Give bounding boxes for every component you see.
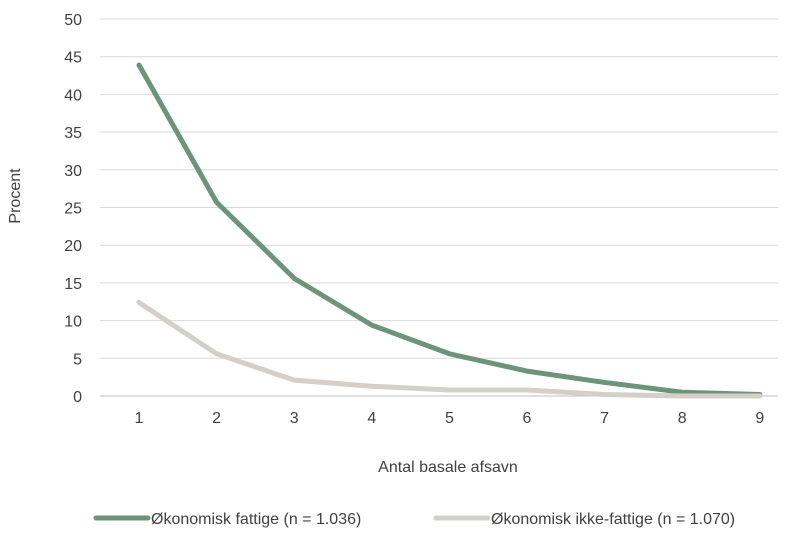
x-tick-label: 8: [678, 410, 687, 427]
y-tick-label: 40: [64, 87, 82, 104]
x-tick-label: 3: [290, 410, 299, 427]
x-tick-label: 1: [135, 410, 144, 427]
y-tick-label: 50: [64, 12, 82, 29]
x-tick-label: 9: [755, 410, 764, 427]
y-tick-label: 25: [64, 201, 82, 218]
series-lines: [139, 65, 760, 396]
series-line-2: [139, 303, 760, 396]
x-axis-ticks: 1 2 3 4 5 6 7 8 9: [135, 410, 765, 427]
y-tick-label: 10: [64, 314, 82, 331]
legend-label: Økonomisk ikke-fattige (n = 1.070): [491, 511, 735, 528]
legend-label: Økonomisk fattige (n = 1.036): [151, 511, 361, 528]
y-tick-label: 15: [64, 276, 82, 293]
x-tick-label: 7: [600, 410, 609, 427]
y-tick-label: 30: [64, 163, 82, 180]
y-axis-ticks: 0 5 10 15 20 25 30 35 40 45 50: [64, 12, 82, 406]
x-tick-label: 2: [212, 410, 221, 427]
y-tick-label: 5: [73, 351, 82, 368]
y-tick-label: 0: [73, 389, 82, 406]
x-axis-label: Antal basale afsavn: [378, 459, 518, 476]
x-tick-label: 6: [523, 410, 532, 427]
y-tick-label: 20: [64, 238, 82, 255]
y-axis-label: Procent: [7, 168, 24, 224]
x-tick-label: 4: [367, 410, 376, 427]
y-tick-label: 45: [64, 50, 82, 67]
legend: Økonomisk fattige (n = 1.036) Økonomisk i…: [96, 511, 735, 528]
x-tick-label: 5: [445, 410, 454, 427]
y-tick-label: 35: [64, 125, 82, 142]
series-line-1: [139, 65, 760, 394]
gridlines: [100, 19, 778, 396]
